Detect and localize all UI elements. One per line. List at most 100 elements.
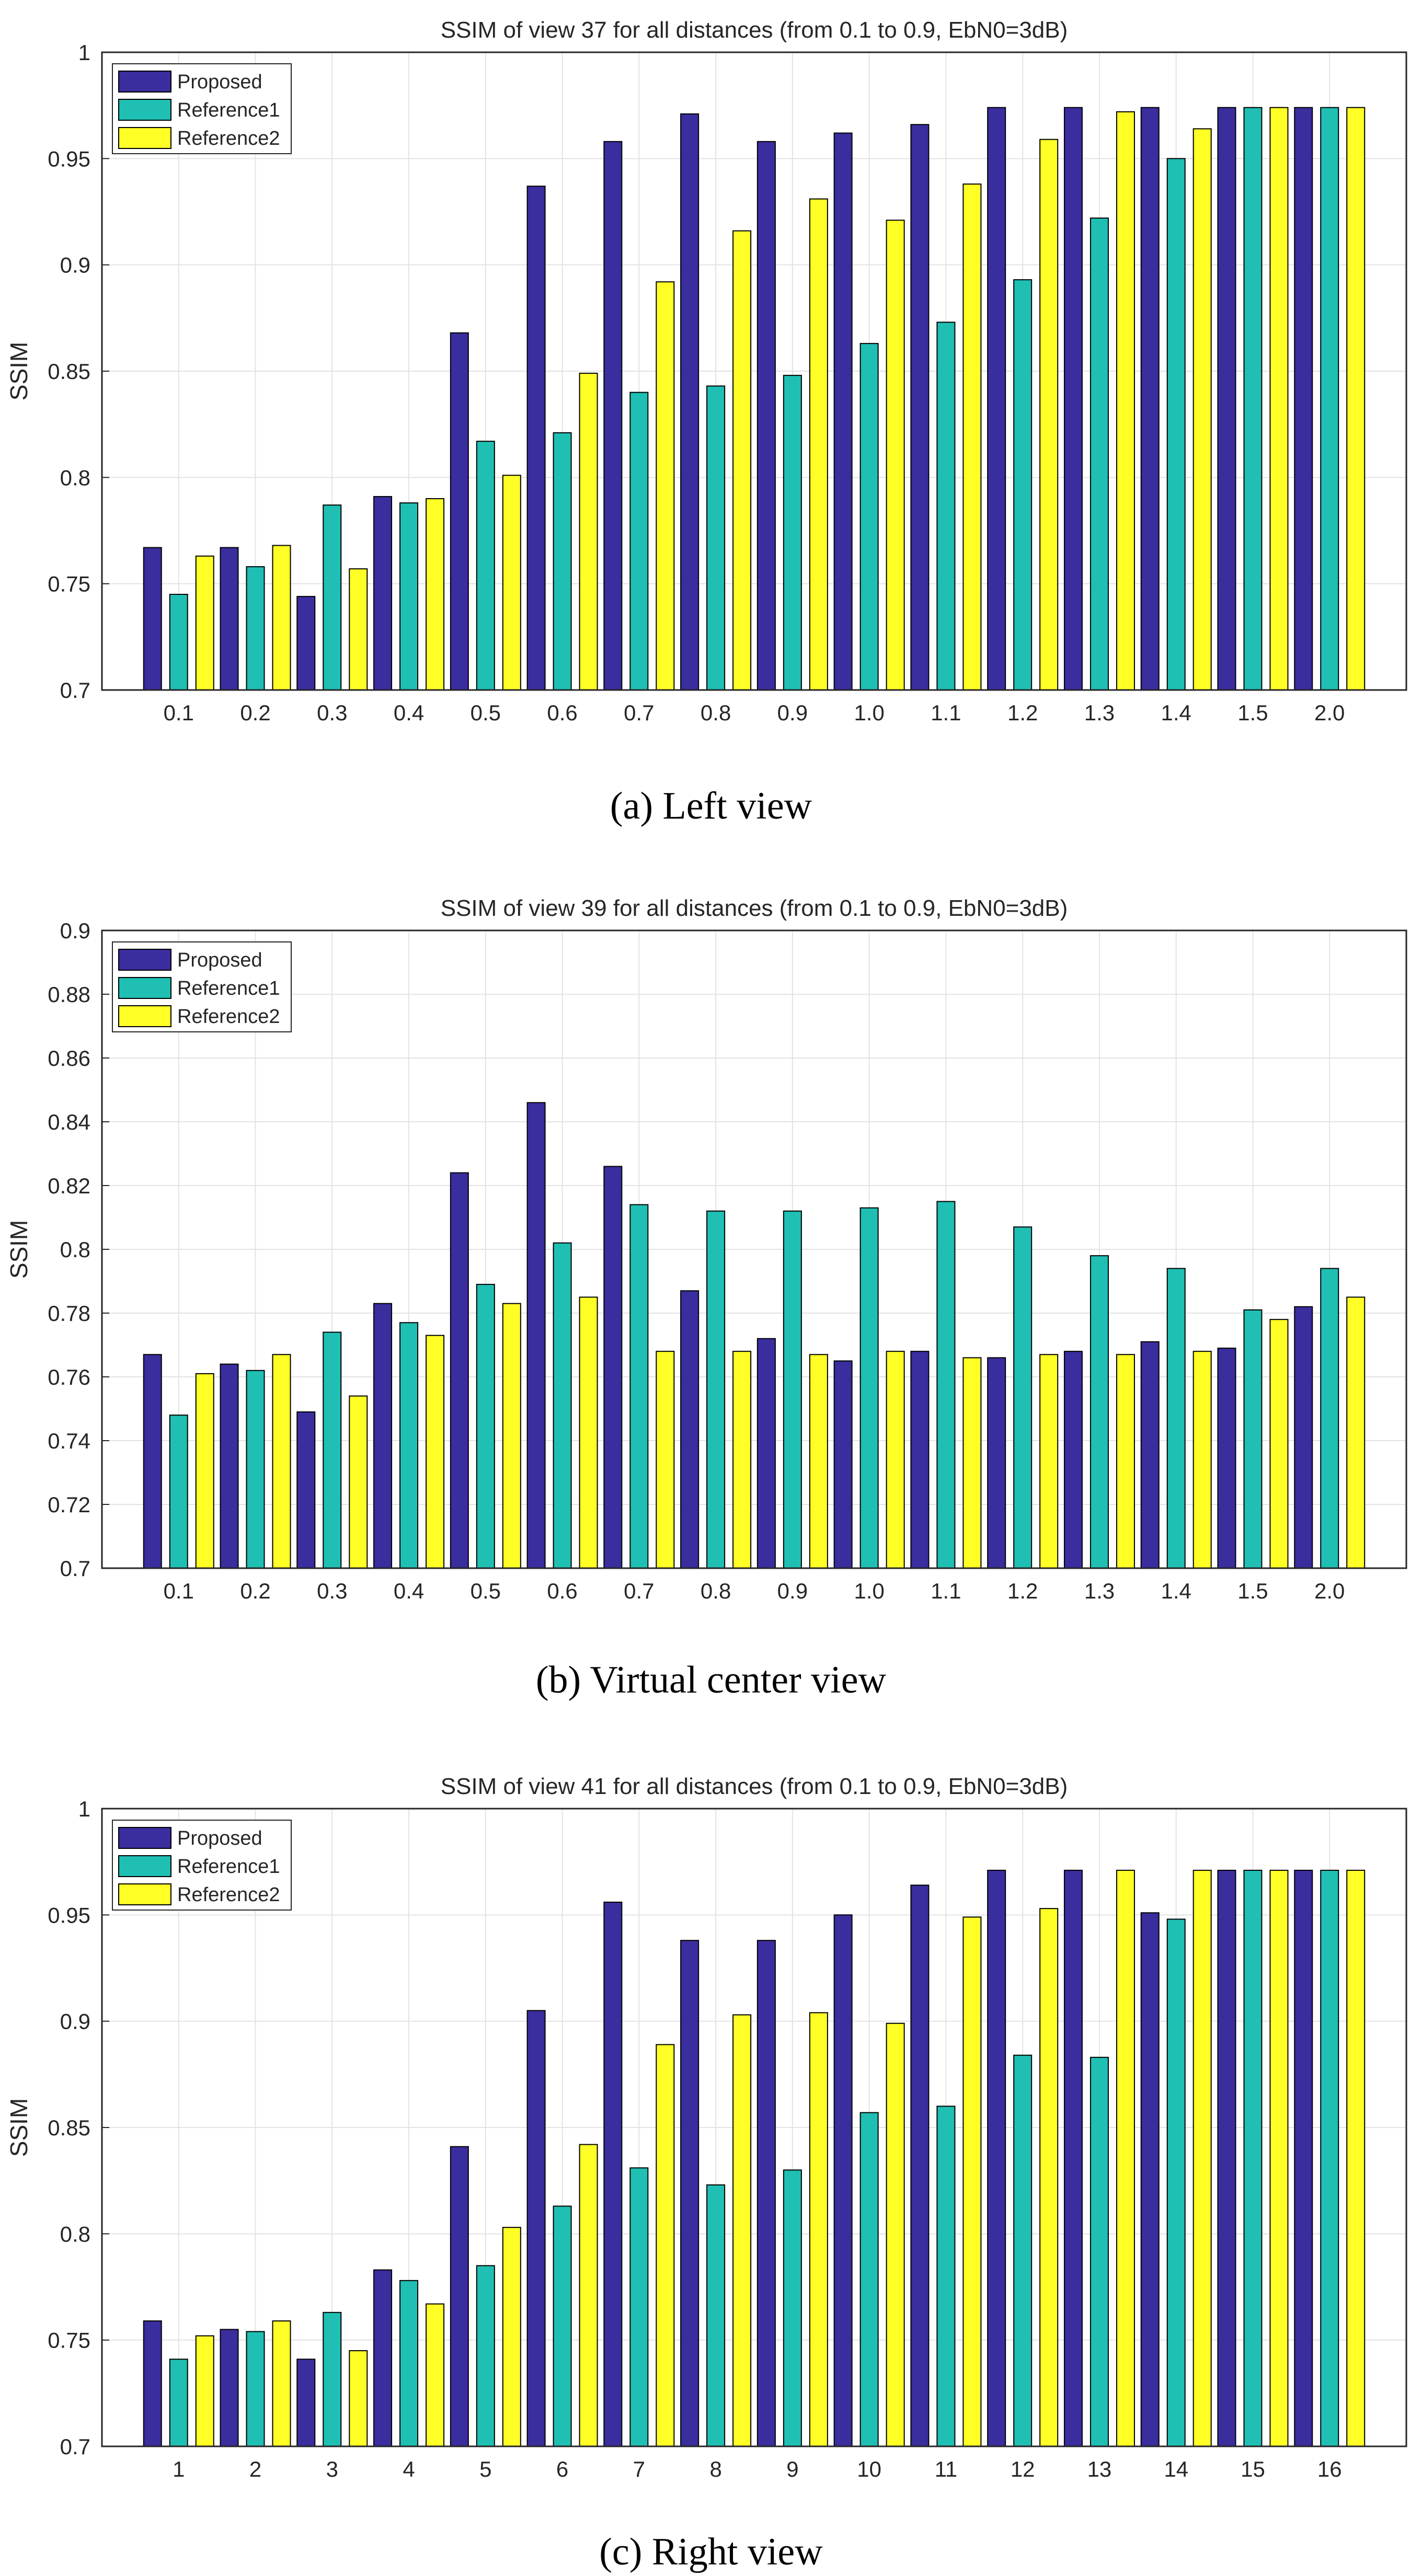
bar-reference1-16 [1320, 107, 1339, 691]
legend-label-proposed: Proposed [177, 949, 262, 971]
bar-reference2-2 [272, 2320, 291, 2447]
legend: Proposed Reference1 Reference2 [112, 63, 292, 154]
y-tick-label: 1 [78, 1797, 90, 1821]
bar-reference1-9 [783, 1210, 802, 1569]
bar-reference2-11 [962, 1916, 982, 2447]
bar-reference1-9 [783, 2169, 802, 2447]
bar-reference2-11 [962, 1357, 982, 1569]
y-tick-label: 0.7 [60, 678, 90, 703]
y-tick-label: 0.74 [48, 1429, 90, 1453]
y-tick-label: 0.8 [60, 465, 90, 490]
y-tick-label: 0.7 [60, 1556, 90, 1581]
y-tick-label: 0.75 [48, 572, 90, 596]
bar-reference1-10 [859, 2112, 879, 2447]
bar-proposed-3 [296, 596, 316, 691]
bar-proposed-5 [450, 1172, 469, 1569]
bar-reference1-7 [629, 2167, 649, 2447]
bar-reference1-5 [476, 441, 495, 691]
bar-reference2-3 [349, 1395, 368, 1569]
bar-proposed-9 [756, 1338, 776, 1569]
y-tick-label: 0.84 [48, 1110, 90, 1134]
bar-reference2-8 [732, 2014, 752, 2447]
y-tick-label: 0.72 [48, 1492, 90, 1517]
bar-reference2-7 [656, 2044, 675, 2447]
bar-proposed-14 [1140, 107, 1160, 691]
bar-reference2-16 [1346, 107, 1366, 691]
bar-reference1-1 [169, 2359, 188, 2447]
bar-proposed-2 [220, 2329, 239, 2447]
x-tick-label: 10 [857, 2457, 881, 2481]
x-tick-label: 0.6 [547, 1579, 577, 1603]
bar-reference2-14 [1192, 1869, 1212, 2447]
bar-reference1-2 [246, 1370, 265, 1569]
bar-proposed-14 [1140, 1341, 1160, 1569]
legend-label-reference1: Reference1 [177, 1856, 280, 1878]
bar-reference2-9 [809, 198, 828, 691]
bar-reference2-7 [656, 281, 675, 691]
y-tick-label: 0.86 [48, 1046, 90, 1071]
bar-proposed-13 [1063, 1869, 1083, 2447]
bar-reference2-10 [886, 1351, 905, 1569]
bar-proposed-5 [450, 2146, 469, 2447]
y-tick-label: 0.85 [48, 2115, 90, 2140]
axes-box [101, 1808, 1407, 2447]
bar-proposed-15 [1217, 107, 1236, 691]
x-tick-label: 3 [326, 2457, 338, 2481]
legend-swatch-proposed [118, 949, 171, 971]
bar-reference2-16 [1346, 1869, 1366, 2447]
bar-proposed-6 [526, 2010, 546, 2447]
x-tick-label: 0.3 [317, 700, 347, 725]
y-tick-label: 1 [78, 40, 90, 65]
bar-reference2-9 [809, 2012, 828, 2447]
bar-reference2-11 [962, 183, 982, 691]
bar-reference1-12 [1013, 279, 1033, 691]
bar-reference1-1 [169, 1414, 188, 1569]
bar-proposed-8 [680, 1290, 699, 1569]
x-tick-label: 0.7 [624, 700, 654, 725]
bar-reference1-3 [323, 2312, 342, 2447]
bar-proposed-8 [680, 113, 699, 691]
legend-label-reference1: Reference1 [177, 978, 280, 999]
x-tick-label: 1.1 [931, 700, 961, 725]
bar-reference1-3 [323, 1331, 342, 1569]
bar-proposed-6 [526, 1102, 546, 1569]
legend-swatch-proposed [118, 71, 171, 93]
x-tick-label: 5 [479, 2457, 491, 2481]
x-tick-label: 1.2 [1007, 700, 1038, 725]
bar-reference2-14 [1192, 128, 1212, 691]
bar-proposed-10 [833, 1914, 853, 2447]
x-tick-label: 0.8 [701, 700, 731, 725]
x-tick-label: 1.0 [854, 1579, 884, 1603]
bar-reference2-15 [1269, 1319, 1289, 1569]
bar-proposed-12 [987, 1357, 1006, 1569]
bar-proposed-16 [1294, 1306, 1313, 1569]
x-tick-label: 11 [935, 2457, 958, 2481]
bar-reference2-13 [1116, 111, 1135, 691]
bar-reference1-16 [1320, 1268, 1339, 1569]
legend-label-reference2: Reference2 [177, 1006, 280, 1028]
y-tick-label: 0.9 [60, 253, 90, 278]
bar-reference1-8 [706, 1210, 726, 1569]
bar-reference2-2 [272, 545, 291, 691]
chart-left-view: 0.7 0.75 0.8 0.85 0.9 0.95 1 0.1 0.2 0.3 0.4 0.5 0.6… [5, 17, 1407, 725]
bar-reference2-10 [886, 220, 905, 691]
bar-reference1-14 [1166, 1918, 1186, 2447]
legend-swatch-reference2 [118, 1005, 171, 1027]
y-tick-label: 0.85 [48, 359, 90, 384]
legend-swatch-proposed [118, 1827, 171, 1849]
bar-reference2-13 [1116, 1869, 1135, 2447]
chart-title: SSIM of view 39 for all distances (from … [441, 895, 1068, 921]
bar-proposed-7 [603, 141, 623, 691]
x-tick-label: 2.0 [1314, 700, 1345, 725]
x-tick-label: 0.2 [240, 700, 270, 725]
bar-proposed-12 [987, 107, 1006, 691]
bar-proposed-7 [603, 1901, 623, 2447]
y-axis-label: SSIM [5, 2098, 32, 2157]
bar-reference1-15 [1243, 1309, 1263, 1569]
bar-proposed-2 [220, 547, 239, 691]
bar-reference2-4 [426, 498, 445, 691]
x-tick-label: 0.4 [394, 1579, 424, 1603]
bar-reference2-13 [1116, 1354, 1135, 1569]
bar-proposed-4 [373, 496, 393, 691]
bar-reference1-15 [1243, 1869, 1263, 2447]
